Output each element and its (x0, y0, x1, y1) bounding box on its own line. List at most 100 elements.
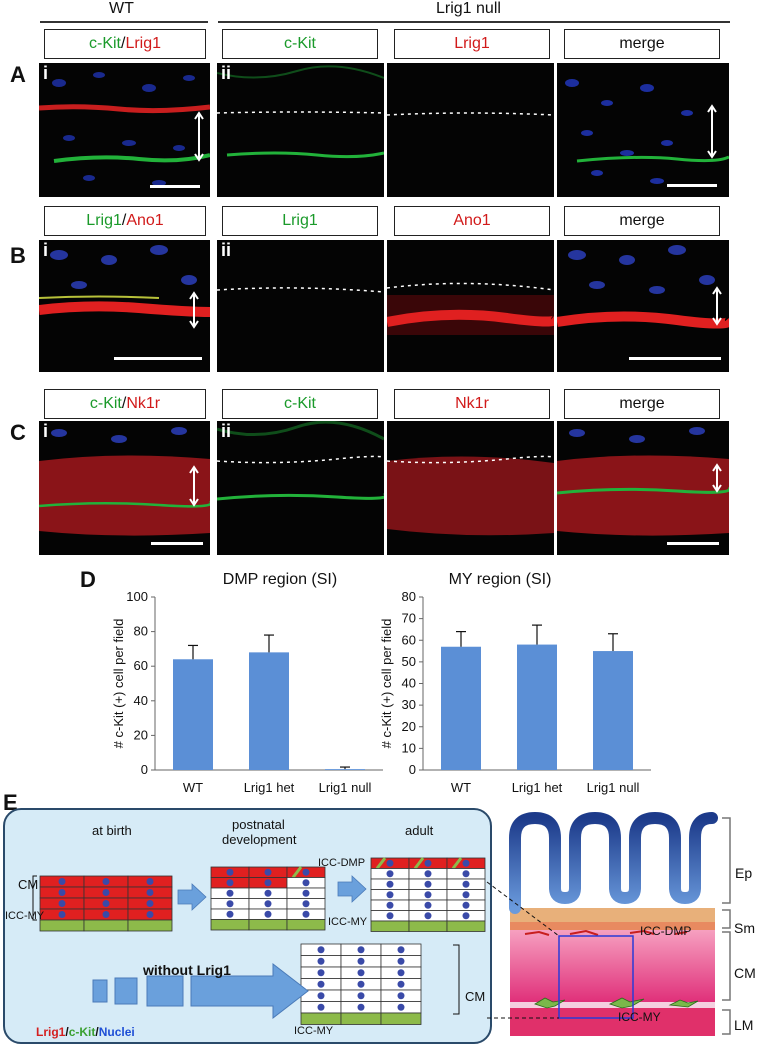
scale-bar (667, 542, 719, 545)
y-tick-label: 80 (134, 624, 148, 639)
tag-c-3: Nk1r (394, 389, 550, 419)
x-tick-label: Lrig1 null (587, 780, 640, 795)
nucleus (102, 889, 110, 896)
bar (249, 652, 289, 770)
nucleus (58, 878, 66, 885)
nucleus (317, 980, 325, 988)
nucleus (146, 900, 154, 907)
chart2-title: MY region (SI) (448, 571, 552, 588)
chart-my: 0 10 20 30 40 50 60 70 80 # c-Kit (+) cell per fi… (379, 589, 651, 795)
y-tick-label: 70 (402, 611, 416, 626)
nucleus (386, 891, 394, 899)
sub-label-i: i (43, 63, 49, 83)
nucleus (462, 901, 470, 909)
bar (325, 769, 365, 770)
nucleus (302, 879, 310, 887)
nucleus (146, 878, 154, 885)
header-wt-line (40, 21, 208, 23)
y-tick-label: 80 (402, 589, 416, 604)
nucleus (424, 912, 432, 920)
header-wt: WT (109, 0, 134, 17)
label-adult: adult (405, 823, 434, 838)
tag-a-1: c-Kit / Lrig1 (44, 29, 206, 59)
label-icc-my-1: ICC-MY (5, 910, 45, 922)
label-postnatal: postnatal (232, 817, 285, 832)
nucleus (386, 859, 394, 867)
cell (446, 920, 486, 932)
nucleus (264, 900, 272, 908)
micrograph-c-ii: ii (217, 421, 384, 555)
nucleus (462, 912, 470, 920)
nucleus (302, 868, 310, 876)
nucleus (226, 900, 234, 908)
arrow-block (114, 977, 138, 1005)
nucleus (397, 957, 405, 965)
nucleus (357, 992, 365, 1000)
micrograph-a-ii: ii (217, 63, 384, 197)
nucleus (424, 901, 432, 909)
tag-b-1: Lrig1/Ano1 (44, 206, 206, 236)
icc-stripe (291, 866, 303, 879)
nucleus (317, 992, 325, 1000)
y-tick-label: 40 (402, 676, 416, 691)
tag-a-2: c-Kit (222, 29, 378, 59)
nucleus (264, 889, 272, 897)
y-axis-label: # c-Kit (+) cell per field (379, 619, 394, 749)
micrograph-c-nk1r (387, 421, 554, 555)
nucleus (226, 879, 234, 887)
nucleus (317, 1003, 325, 1011)
nucleus (397, 946, 405, 954)
label-icc-my-2: ICC-MY (328, 916, 368, 928)
micrograph-c-merge (557, 421, 729, 555)
y-tick-label: 20 (134, 727, 148, 742)
micrograph-a-merge (557, 63, 729, 197)
anatomy-sm: Sm (734, 920, 755, 936)
nucleus (226, 889, 234, 897)
anatomy-ep: Ep (735, 865, 753, 881)
bar (593, 651, 633, 770)
arrow (190, 962, 309, 1020)
nucleus (424, 891, 432, 899)
nucleus (302, 889, 310, 897)
nucleus (386, 912, 394, 920)
label-development: development (222, 832, 297, 847)
nucleus (424, 859, 432, 867)
arrow (337, 875, 367, 903)
label-icc-my-3: ICC-MY (294, 1025, 334, 1037)
nucleus (58, 889, 66, 896)
anatomy-icc-my: ICC-MY (618, 1010, 661, 1024)
nucleus (146, 889, 154, 896)
nucleus (357, 946, 365, 954)
header-lrig1-null: Lrig1 null (436, 0, 501, 17)
sub-label-ii: ii (221, 421, 232, 441)
micrograph-b-ano1 (387, 240, 554, 372)
chart1-title: DMP region (SI) (222, 571, 338, 588)
nucleus (386, 901, 394, 909)
nucleus (462, 870, 470, 878)
nucleus (462, 880, 470, 888)
anatomy-drawing (509, 811, 731, 1036)
legend-label: Lrig1/c-Kit/Nuclei (36, 1025, 135, 1039)
nucleus (317, 957, 325, 965)
y-tick-label: 30 (402, 697, 416, 712)
cell (380, 1012, 422, 1025)
nucleus (462, 891, 470, 899)
nucleus (102, 878, 110, 885)
tag-a-3: Lrig1 (394, 29, 550, 59)
nucleus (226, 868, 234, 876)
icc-stripe (375, 857, 387, 870)
nucleus (386, 880, 394, 888)
anatomy-cm: CM (734, 965, 756, 981)
cell (127, 919, 173, 932)
nucleus (397, 980, 405, 988)
y-tick-label: 10 (402, 740, 416, 755)
nucleus (317, 969, 325, 977)
chart-dmp: 0 20 40 60 80 100# c-Kit (+) cell per field WT… (111, 589, 383, 795)
micrograph-b-ii: ii (217, 240, 384, 372)
tag-c-2: c-Kit (222, 389, 378, 419)
nucleus (357, 1003, 365, 1011)
anatomy-icc-dmp: ICC-DMP (640, 924, 692, 938)
x-tick-label: WT (183, 780, 203, 795)
sub-label-i: i (43, 421, 49, 441)
